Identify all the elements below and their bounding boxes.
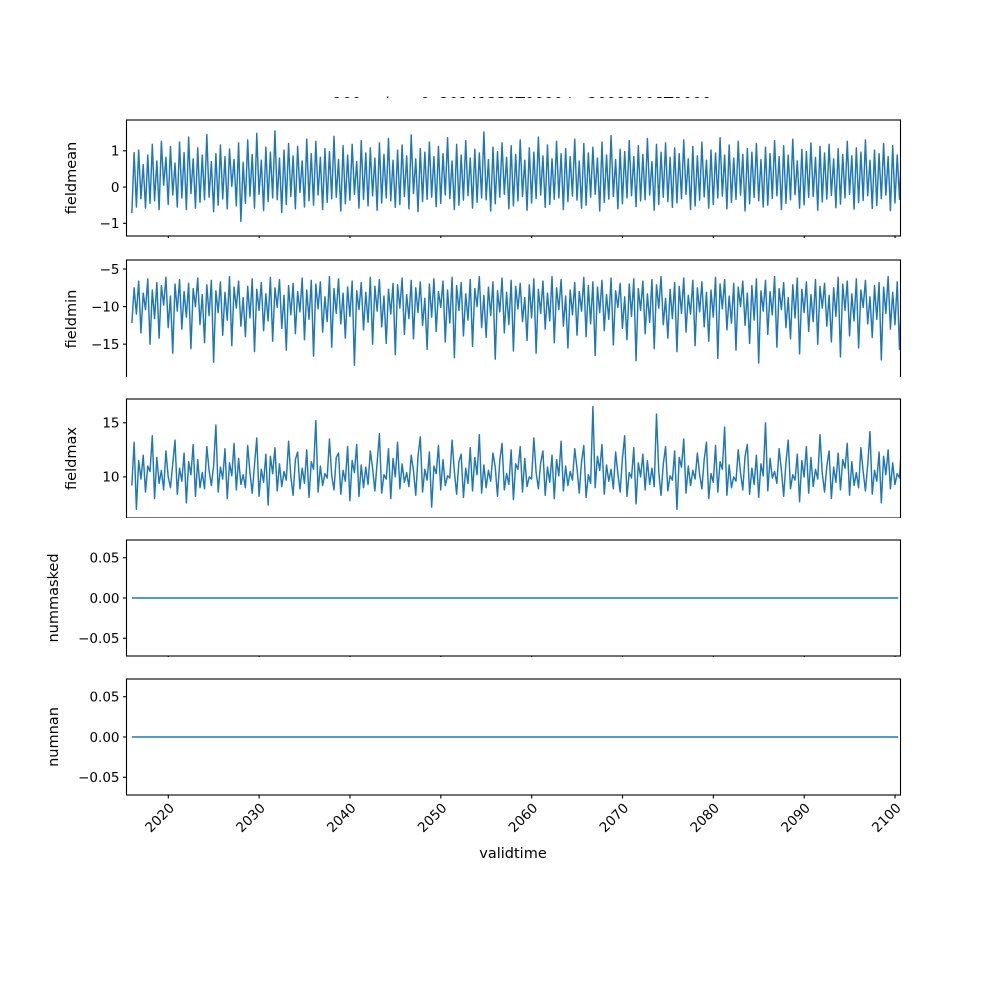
y-tick-label: −5: [100, 262, 120, 278]
y-axis-label-fieldmin: fieldmin: [64, 290, 80, 349]
y-tick-label: −1: [100, 216, 120, 232]
y-tick-label: 1: [111, 144, 120, 160]
y-tick-label: 0.05: [89, 551, 119, 567]
y-tick-label: 15: [102, 416, 119, 432]
y-tick-label: 0.05: [89, 690, 119, 706]
y-tick-label: −0.05: [78, 631, 119, 647]
series-line-fieldmean: [131, 130, 901, 223]
plot-area-background: [126, 518, 901, 657]
y-tick-label: 0.00: [89, 591, 119, 607]
x-axis-label: validtime: [479, 846, 547, 862]
y-tick-label: −15: [91, 337, 120, 353]
y-tick-label: 10: [102, 470, 119, 486]
y-axis-label-fieldmax: fieldmax: [64, 427, 80, 490]
y-axis-label-fieldmean: fieldmean: [64, 142, 80, 214]
axes-spines-numnan: [125, 678, 902, 796]
plot-area-background: [126, 657, 901, 796]
y-axis-label-numnan: numnan: [46, 707, 62, 767]
y-tick-label: −10: [91, 299, 120, 315]
y-axis-label-nummasked: nummasked: [46, 553, 62, 642]
axes-spines-fieldmean: [125, 119, 902, 237]
subplot-numnan: 2020 2030 2040 2050 2060 2070 2080 2090 2100−0.0…: [46, 657, 905, 836]
series-line-fieldmin: [131, 275, 901, 366]
y-tick-label: −0.05: [78, 770, 119, 786]
subplot-panels: 202020302040205020602070208020902100−101…: [46, 98, 905, 836]
axes-spines-nummasked: [125, 539, 902, 657]
y-tick-label: 0: [111, 180, 120, 196]
y-tick-label: 0.00: [89, 730, 119, 746]
series-line-fieldmax: [131, 405, 901, 511]
